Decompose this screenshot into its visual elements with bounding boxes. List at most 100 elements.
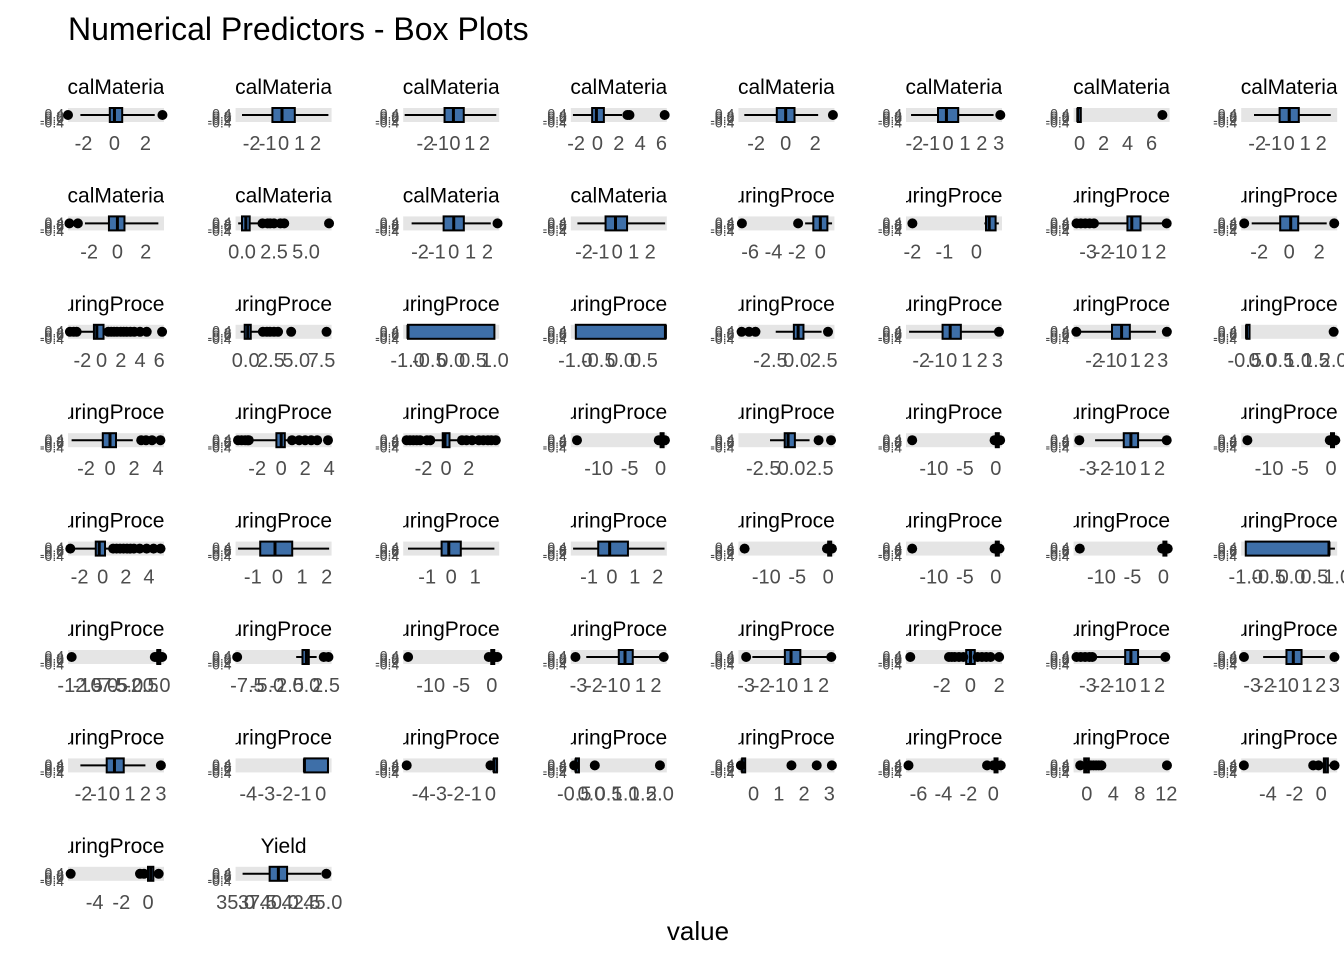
- x-tick-label: 1.0: [1323, 567, 1344, 589]
- y-tick-labels: -0.4-0.20.00.20.4: [1213, 431, 1237, 456]
- y-tick-label: 0.4: [1050, 431, 1070, 447]
- y-tick-label: 0.2: [715, 758, 735, 774]
- x-tick-label: -3: [1243, 675, 1261, 697]
- facet-panel: turingProces -0.4-0.20.00.20.4 -2-1 0 1 2 3: [1045, 293, 1172, 372]
- y-tick-labels: -0.4-0.20.00.20.4: [1213, 539, 1237, 564]
- strip-label: turingProces: [225, 401, 343, 424]
- strip-label: icalMaterial: [1068, 76, 1174, 99]
- facet-panel: turingProces -0.4-0.20.00.20.4 -10 -5 0: [878, 401, 1006, 480]
- strip-label: turingProces: [895, 510, 1013, 533]
- y-tick-labels: -0.4-0.20.00.20.4: [375, 648, 399, 673]
- x-tick-label: 0: [965, 675, 976, 697]
- y-tick-label: 0.2: [380, 108, 400, 124]
- y-tick-label: -0.4: [375, 223, 399, 239]
- outlier-point: [232, 652, 243, 662]
- outlier-point: [905, 652, 916, 662]
- facet-panel: turingProces -0.4-0.20.00.20.4 -2-1 0 1 2 3: [40, 726, 167, 805]
- y-tick-label: 0.4: [547, 648, 567, 664]
- y-tick-label: -0.4: [40, 548, 64, 564]
- y-tick-label: -0.4: [1045, 765, 1069, 781]
- facet-panel: turingProces-0.4-0.20.00.20.4-3-2-1 0 1 2: [1045, 184, 1172, 263]
- x-tick-label: -1.0: [558, 350, 592, 372]
- facet-panel: turingProces -0.4-0.20.00.20.4 -10 -5 0: [543, 401, 670, 480]
- strip-label: turingProces: [1063, 510, 1181, 533]
- x-tick-label: 0.0: [437, 350, 465, 372]
- x-tick-label: 0: [109, 783, 120, 805]
- facet-panel: turingProces-0.4-0.20.00.20.4-3-2-1 0 1 2: [543, 618, 669, 697]
- box: [271, 107, 296, 123]
- outlier-point: [1075, 760, 1086, 771]
- y-tick-label: 0.2: [380, 758, 400, 774]
- x-tick-label: 0.0: [783, 350, 811, 372]
- x-tick-label: -2: [1250, 241, 1268, 263]
- outlier-point: [589, 760, 600, 771]
- strip-label: turingProces: [727, 401, 845, 424]
- y-tick-labels: -0.4-0.20.00.20.4: [375, 539, 399, 564]
- y-tick-label: 0.2: [212, 216, 232, 232]
- facet-panel: turingProces -0.4-0.20.00.20.4 -6 -4 -2 0: [710, 184, 835, 263]
- strip-label: icalMaterial: [1236, 76, 1342, 99]
- y-tick-label: 0.4: [883, 214, 903, 230]
- x-tick-label: -1: [592, 241, 610, 263]
- x-tick-label: 0.0: [143, 675, 171, 697]
- y-tick-label: -0.4: [1045, 114, 1069, 130]
- outlier-point: [63, 110, 73, 120]
- outlier-point: [65, 543, 76, 554]
- box: [985, 215, 997, 232]
- y-tick-label: 0.0: [1218, 435, 1238, 451]
- strip-label: turingProces: [392, 726, 510, 749]
- x-tick-label: -2: [447, 783, 465, 805]
- x-tick-label: 0.0: [1249, 350, 1277, 372]
- x-tick-label: 2: [650, 675, 661, 697]
- x-tick-label: 45.0: [303, 892, 342, 914]
- y-tick-labels: -0.4-0.20.00.20.4: [710, 431, 734, 456]
- y-tick-labels: -0.4-0.20.00.20.4: [1213, 106, 1237, 131]
- x-tick-label: 2: [818, 675, 829, 697]
- x-tick-label: -5: [788, 567, 806, 589]
- box: [1126, 215, 1142, 232]
- y-tick-label: -0.2: [878, 112, 902, 128]
- y-tick-label: 0.0: [212, 435, 232, 451]
- y-tick-label: 0.4: [212, 648, 232, 664]
- y-tick-label: 0.2: [1050, 216, 1070, 232]
- facet-panel: turingProces -0.4-0.20.00.20.4 -3-2-1 0 1 2 3: [1213, 618, 1340, 697]
- y-tick-label: 0.2: [380, 541, 400, 557]
- y-tick-label: 0.4: [547, 756, 567, 772]
- x-tick-label: 2.5: [257, 350, 285, 372]
- y-tick-label: 0.2: [883, 216, 903, 232]
- y-tick-label: 0.2: [380, 433, 400, 449]
- y-tick-label: 0.2: [1218, 325, 1238, 341]
- strip-label: turingProces: [57, 510, 175, 533]
- facet-panel: turingProces -0.4-0.20.00.20.4 0 1 2 3: [710, 726, 837, 805]
- y-tick-label: -0.2: [710, 437, 734, 453]
- y-tick-label: 0.4: [380, 322, 400, 338]
- y-tick-label: 0.0: [1050, 435, 1070, 451]
- box: [941, 323, 962, 340]
- y-tick-label: -0.4: [710, 548, 734, 564]
- y-tick-label: -0.2: [543, 654, 567, 670]
- x-tick-label: 0: [748, 783, 759, 805]
- y-tick-label: 0.4: [212, 214, 232, 230]
- y-tick-labels: -0.4-0.20.00.20.4: [878, 756, 902, 781]
- y-tick-label: -0.2: [207, 112, 231, 128]
- y-tick-label: -0.4: [40, 114, 64, 130]
- x-tick-label: -2: [248, 458, 266, 480]
- y-tick-label: 0.2: [1218, 433, 1238, 449]
- x-tick-label: -2: [80, 241, 98, 263]
- y-tick-labels: -0.4-0.20.00.20.4: [710, 106, 734, 131]
- x-tick-label: 1: [470, 567, 481, 589]
- outlier-point: [793, 218, 804, 229]
- x-tick-label: 0: [1116, 350, 1127, 372]
- facet-panel: turingProces -0.4-0.20.00.20.4 -1 0 1: [375, 510, 500, 589]
- y-tick-label: 0.2: [883, 108, 903, 124]
- y-tick-label: -0.4: [375, 114, 399, 130]
- y-tick-label: -0.4: [878, 548, 902, 564]
- outlier-point: [312, 435, 323, 446]
- y-tick-label: -0.4: [543, 765, 567, 781]
- facet-panel: turingProces -0.4-0.20.00.20.4 -4 -3 -2 -1 0: [375, 726, 510, 805]
- panel-band: [738, 758, 835, 773]
- outlier-point: [571, 435, 582, 446]
- x-tick-label: 2.5: [810, 350, 838, 372]
- outlier-point: [1161, 760, 1172, 771]
